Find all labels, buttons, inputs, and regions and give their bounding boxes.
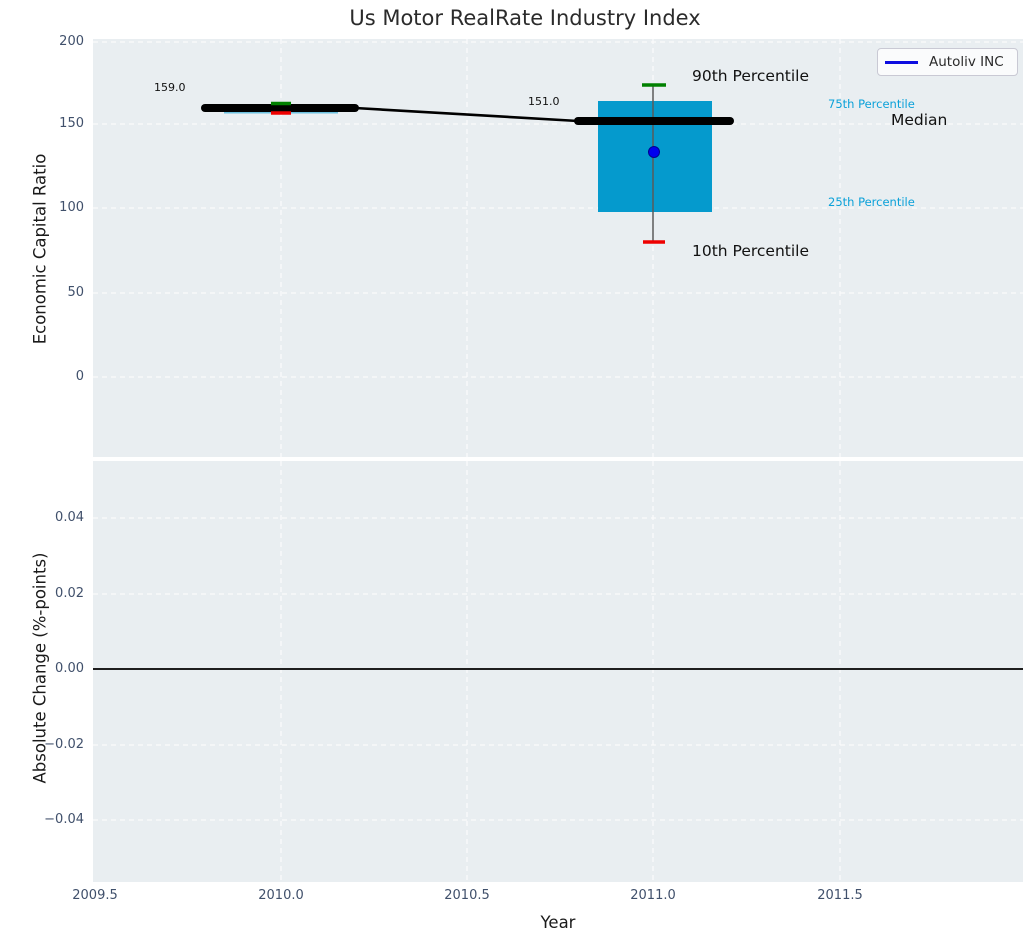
xtick: 2011.0 — [630, 888, 676, 903]
top-plot-area: 159.0 151.0 90th Percentile 75th Percent… — [93, 39, 1023, 457]
chart-title: Us Motor RealRate Industry Index — [349, 6, 701, 30]
ytick-bottom: 0.02 — [55, 586, 84, 601]
label-90th-percentile: 90th Percentile — [692, 67, 810, 85]
label-75th-percentile: 75th Percentile — [828, 97, 915, 111]
legend-line-sample — [885, 60, 918, 64]
ytick-bottom: 0.00 — [55, 661, 84, 676]
annotation-median-2011: 151.0 — [528, 95, 560, 108]
label-median: Median — [891, 111, 948, 129]
autoliv-data-point — [648, 146, 660, 158]
xtick: 2010.5 — [444, 888, 490, 903]
annotation-median-2010: 159.0 — [154, 81, 186, 94]
xtick: 2010.0 — [258, 888, 304, 903]
legend-box: Autoliv INC — [877, 48, 1018, 76]
gridlines — [93, 39, 1023, 457]
top-y-axis-label: Economic Capital Ratio — [30, 153, 50, 345]
label-10th-percentile: 10th Percentile — [692, 242, 810, 260]
legend-label: Autoliv INC — [929, 54, 1004, 70]
x-axis-label: Year — [540, 913, 576, 932]
ytick-top: 150 — [59, 116, 84, 131]
bottom-plot-canvas — [93, 461, 1023, 882]
ytick-bottom: −0.02 — [44, 737, 84, 752]
xtick: 2009.5 — [72, 888, 118, 903]
ytick-bottom: −0.04 — [44, 812, 84, 827]
label-25th-percentile: 25th Percentile — [828, 195, 915, 209]
ytick-top: 200 — [59, 34, 84, 49]
top-plot-canvas — [93, 39, 1023, 457]
ytick-top: 50 — [67, 285, 84, 300]
gridlines — [93, 461, 1023, 882]
median-connector-line — [354, 106, 579, 123]
ytick-top: 100 — [59, 200, 84, 215]
xtick: 2011.5 — [817, 888, 863, 903]
bottom-plot-area — [93, 461, 1023, 882]
ytick-top: 0 — [75, 369, 84, 384]
ytick-bottom: 0.04 — [55, 510, 84, 525]
bottom-y-axis-label: Absolute Change (%-points) — [30, 552, 50, 784]
